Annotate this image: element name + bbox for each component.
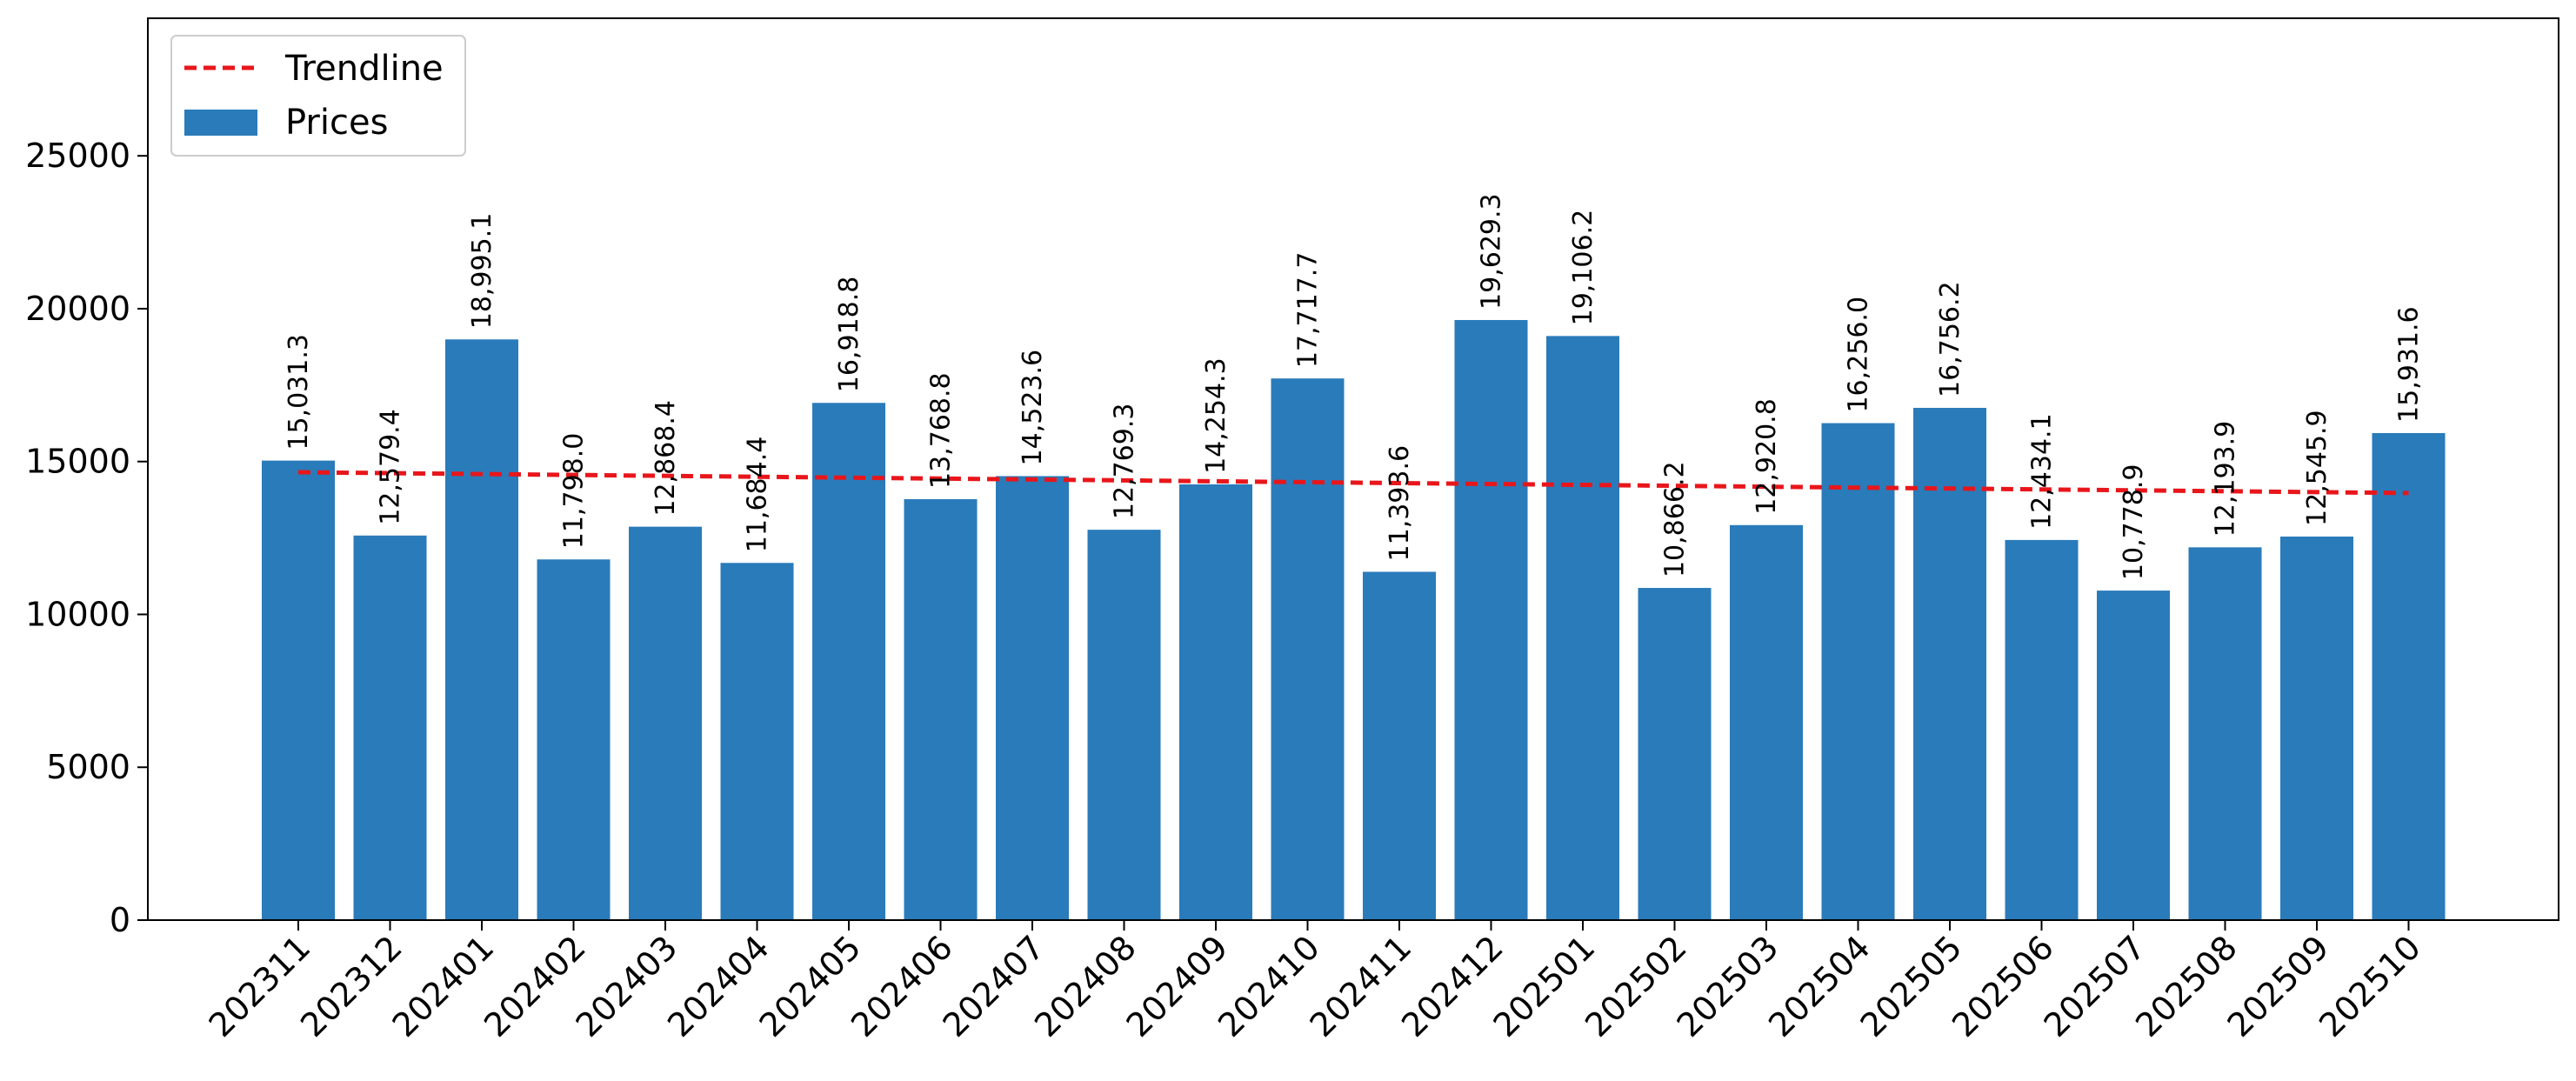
bar-value-label-202507: 10,778.9 <box>2119 464 2149 581</box>
bar-202503 <box>1730 524 1803 920</box>
bar-202408 <box>1087 530 1161 920</box>
bar-202506 <box>2005 539 2079 920</box>
bar-202402 <box>537 559 611 920</box>
bar-202311 <box>262 460 335 920</box>
bar-202505 <box>1913 407 1986 921</box>
bar-202507 <box>2097 591 2170 920</box>
y-tick-label: 15000 <box>25 443 130 481</box>
bar-202411 <box>1363 571 1436 920</box>
y-tick-label: 25000 <box>25 137 130 175</box>
bar-202407 <box>996 476 1069 920</box>
bar-202501 <box>1546 336 1619 920</box>
bar-value-label-202402: 11,798.0 <box>559 433 590 550</box>
bar-202403 <box>629 526 702 920</box>
bar-202312 <box>353 535 427 920</box>
bar-202405 <box>812 403 885 920</box>
bar-202404 <box>720 563 794 920</box>
bar-202409 <box>1179 484 1252 920</box>
y-tick-label: 5000 <box>46 748 130 786</box>
y-tick-label: 0 <box>110 901 130 939</box>
bar-value-label-202403: 12,868.4 <box>651 400 681 517</box>
bar-value-label-202410: 17,717.7 <box>1293 252 1324 369</box>
bar-value-label-202501: 19,106.2 <box>1568 210 1598 326</box>
bar-202401 <box>445 339 518 921</box>
bar-value-label-202412: 19,629.3 <box>1477 193 1507 310</box>
bar-202502 <box>1638 588 1712 920</box>
bar-value-label-202409: 14,254.3 <box>1201 357 1231 474</box>
bar-value-label-202312: 12,579.4 <box>376 409 406 525</box>
y-tick-label: 10000 <box>25 595 130 633</box>
bar-value-label-202508: 12,193.9 <box>2211 421 2241 537</box>
bar-value-label-202503: 12,920.8 <box>1752 398 1782 515</box>
bar-202406 <box>904 498 978 920</box>
bar-value-label-202405: 16,918.8 <box>834 277 864 393</box>
bar-value-label-202510: 15,931.6 <box>2394 306 2425 423</box>
legend-label-trendline: Trendline <box>284 49 444 89</box>
legend-label-prices: Prices <box>285 103 388 143</box>
legend-prices-swatch <box>184 110 257 136</box>
bar-value-label-202506: 12,434.1 <box>2027 413 2058 530</box>
plot-frame <box>147 17 2559 921</box>
bar-value-label-202505: 16,756.2 <box>1935 281 1965 397</box>
bar-value-label-202401: 18,995.1 <box>467 213 497 330</box>
bar-202412 <box>1454 319 1528 920</box>
trendline <box>297 470 2409 496</box>
bar-202510 <box>2372 432 2446 920</box>
bar-202509 <box>2280 536 2353 920</box>
bar-value-label-202406: 13,768.8 <box>926 372 957 489</box>
legend: Trendline Prices <box>170 35 466 157</box>
bar-202504 <box>1821 423 1895 920</box>
bar-value-label-202408: 12,769.3 <box>1110 404 1140 520</box>
bar-202508 <box>2188 547 2262 920</box>
y-tick-label: 20000 <box>25 290 130 328</box>
bar-value-label-202311: 15,031.3 <box>284 334 314 450</box>
bar-value-label-202411: 11,393.6 <box>1385 445 1415 562</box>
bar-value-label-202404: 11,684.4 <box>743 437 773 553</box>
bar-value-label-202509: 12,545.9 <box>2302 410 2332 526</box>
bar-value-label-202504: 16,256.0 <box>1844 297 1874 413</box>
bar-value-label-202502: 10,866.2 <box>1660 461 1691 577</box>
bar-202410 <box>1271 378 1345 920</box>
bar-value-label-202407: 14,523.6 <box>1018 350 1048 466</box>
